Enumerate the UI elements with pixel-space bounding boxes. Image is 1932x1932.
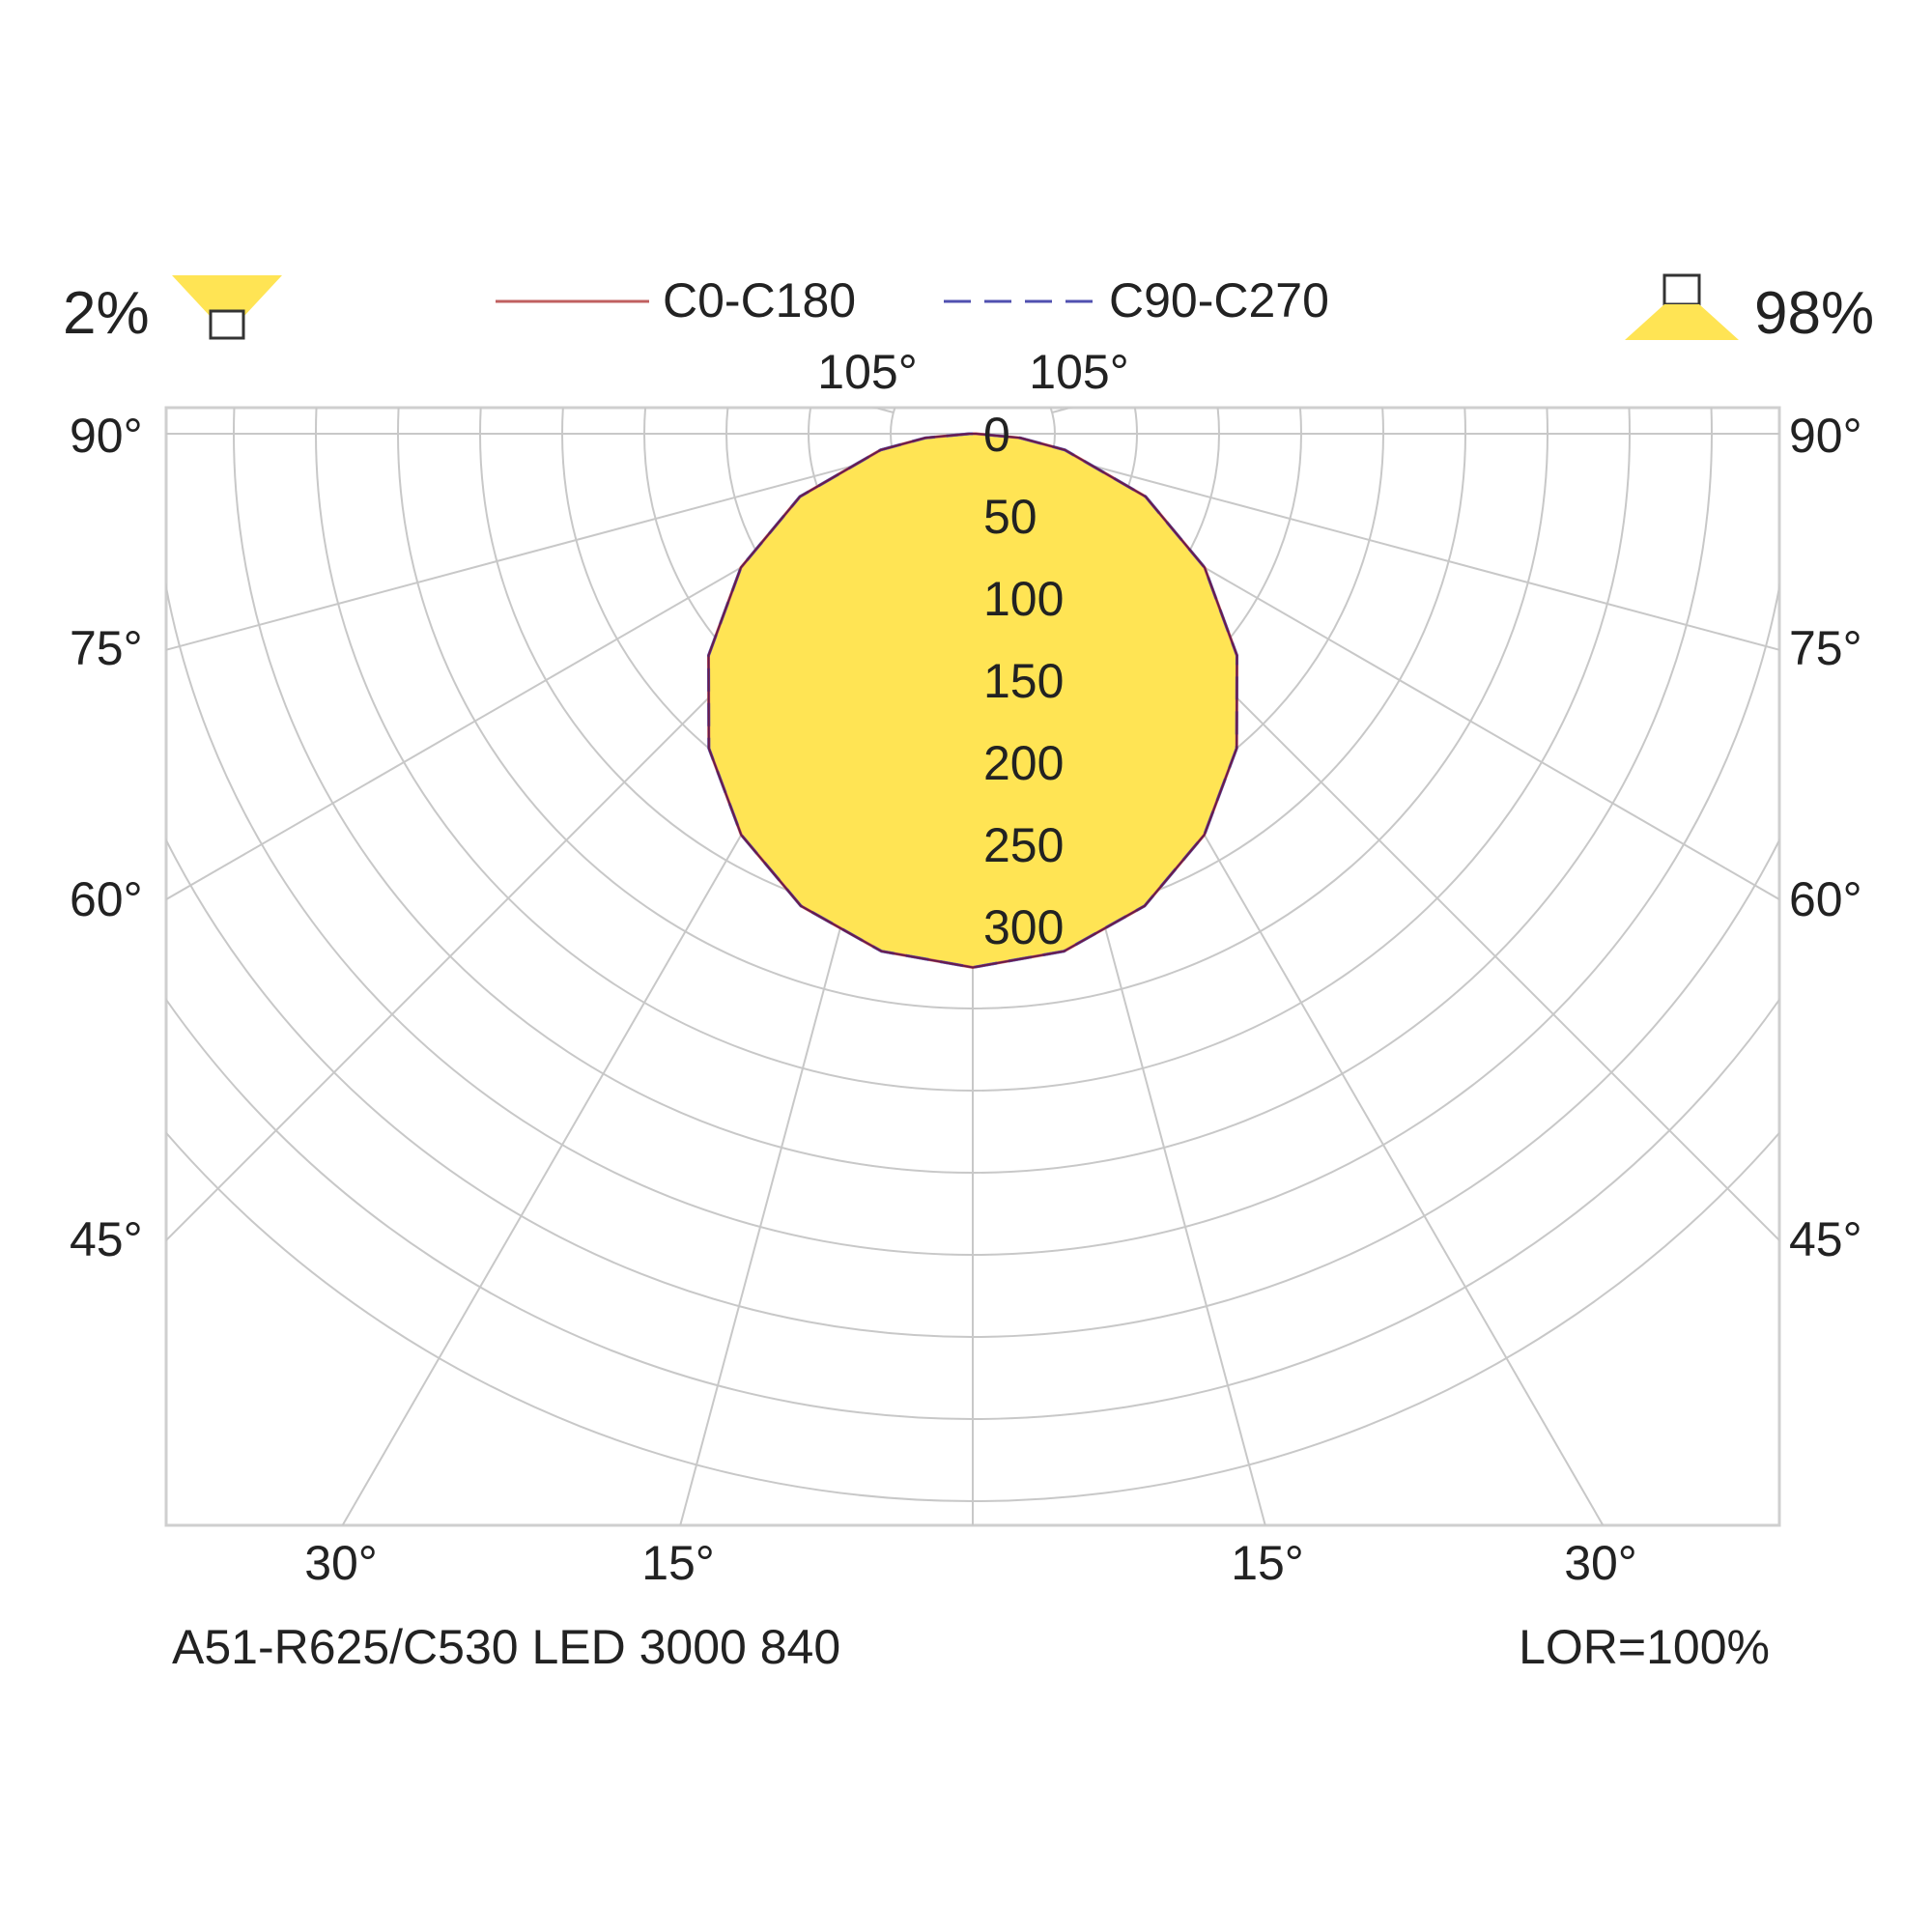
downward-light-icon	[1625, 273, 1739, 340]
legend-label-c90-c270: C90-C270	[1109, 273, 1329, 327]
radial-tick-label-250: 250	[983, 818, 1064, 872]
grid-ray-60-left	[166, 473, 902, 901]
luminaire-label: A51-R625/C530 LED 3000 840	[172, 1620, 840, 1674]
grid-ray-75-right	[1051, 454, 1779, 651]
radial-tick-label-150: 150	[983, 654, 1064, 708]
radial-tick-label-0: 0	[983, 408, 1010, 462]
radial-tick-label-200: 200	[983, 736, 1064, 790]
radial-tick-label-300: 300	[983, 900, 1064, 954]
right-angle-label-45: 45°	[1789, 1212, 1862, 1266]
grid-ray-75-left	[166, 454, 895, 651]
left-angle-label-60: 60°	[70, 872, 143, 926]
left-angle-label-45: 45°	[70, 1212, 143, 1266]
intensity-outline	[707, 433, 1238, 969]
intensity-fill	[708, 434, 1237, 968]
downward-percent: 98%	[1754, 280, 1874, 347]
grid-ray-105-left	[871, 408, 895, 413]
bottom-angle-label-15-left: 15°	[641, 1536, 715, 1590]
radial-tick-label-100: 100	[983, 572, 1064, 626]
legend: C0-C180 C90-C270	[496, 273, 1329, 327]
radial-tick-label-50: 50	[983, 490, 1037, 544]
lor-label: LOR=100%	[1519, 1620, 1770, 1674]
right-angle-label-75: 75°	[1789, 621, 1862, 675]
upward-light-icon	[172, 275, 282, 340]
right-angle-label-60: 60°	[1789, 872, 1862, 926]
legend-label-c0-c180: C0-C180	[663, 273, 856, 327]
radial-scale-labels: 0 50 100 150 200 250 300	[983, 408, 1064, 954]
right-angle-label-90: 90°	[1789, 409, 1862, 463]
top-angle-label-right: 105°	[1029, 345, 1128, 399]
grid-ray-60-right	[1043, 473, 1779, 901]
upward-percent: 2%	[63, 280, 150, 347]
bottom-angle-label-30-left: 30°	[304, 1536, 378, 1590]
left-angle-label-90: 90°	[70, 409, 143, 463]
top-angle-label-left: 105°	[817, 345, 917, 399]
bottom-angle-label-30-right: 30°	[1564, 1536, 1637, 1590]
left-angle-label-75: 75°	[70, 621, 143, 675]
bottom-angle-label-15-right: 15°	[1231, 1536, 1304, 1590]
grid-ray-105-right	[1051, 408, 1074, 413]
